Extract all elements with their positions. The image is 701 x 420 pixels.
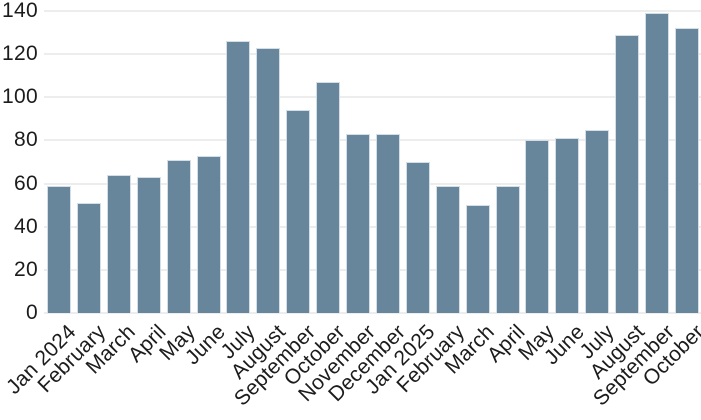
grid-line-y80 [44, 139, 701, 142]
grid-line-y100 [44, 96, 701, 99]
bar-february[interactable] [435, 185, 460, 313]
y-axis-tick-label: 140 [2, 0, 38, 22]
bar-july[interactable] [585, 129, 610, 313]
bar-april[interactable] [136, 177, 161, 313]
bar-february[interactable] [76, 202, 101, 313]
bar-october[interactable] [675, 28, 699, 313]
bar-april[interactable] [495, 185, 520, 313]
y-axis-tick-label: 40 [14, 214, 38, 238]
bar-jan-2024[interactable] [47, 185, 71, 313]
bar-august[interactable] [256, 47, 281, 313]
y-axis-tick-label: 20 [14, 257, 38, 281]
bar-march[interactable] [106, 174, 131, 313]
bar-october[interactable] [316, 82, 341, 313]
y-axis-tick-label: 60 [14, 171, 38, 195]
grid-line-y0 [44, 312, 701, 314]
bar-june[interactable] [196, 155, 221, 313]
bar-march[interactable] [465, 205, 490, 313]
bar-december[interactable] [375, 133, 400, 313]
grid-line-y140 [44, 10, 701, 12]
grid-line-y40 [44, 225, 701, 228]
bar-july[interactable] [226, 41, 251, 313]
bar-september[interactable] [645, 13, 670, 313]
bar-august[interactable] [615, 34, 640, 313]
y-axis-tick-label: 120 [2, 42, 38, 66]
bar-jan-2025[interactable] [405, 162, 430, 313]
grid-line-y60 [44, 182, 701, 185]
y-axis-tick-label: 80 [14, 128, 38, 152]
bar-june[interactable] [555, 138, 580, 313]
grid-line-y20 [44, 268, 701, 271]
y-axis-tick-label: 0 [26, 301, 38, 324]
bar-november[interactable] [346, 133, 371, 313]
bar-september[interactable] [286, 110, 311, 313]
y-axis-tick-label: 100 [2, 85, 38, 109]
grid-line-y120 [44, 53, 701, 56]
bar-may[interactable] [166, 159, 191, 313]
bar-may[interactable] [525, 140, 550, 313]
